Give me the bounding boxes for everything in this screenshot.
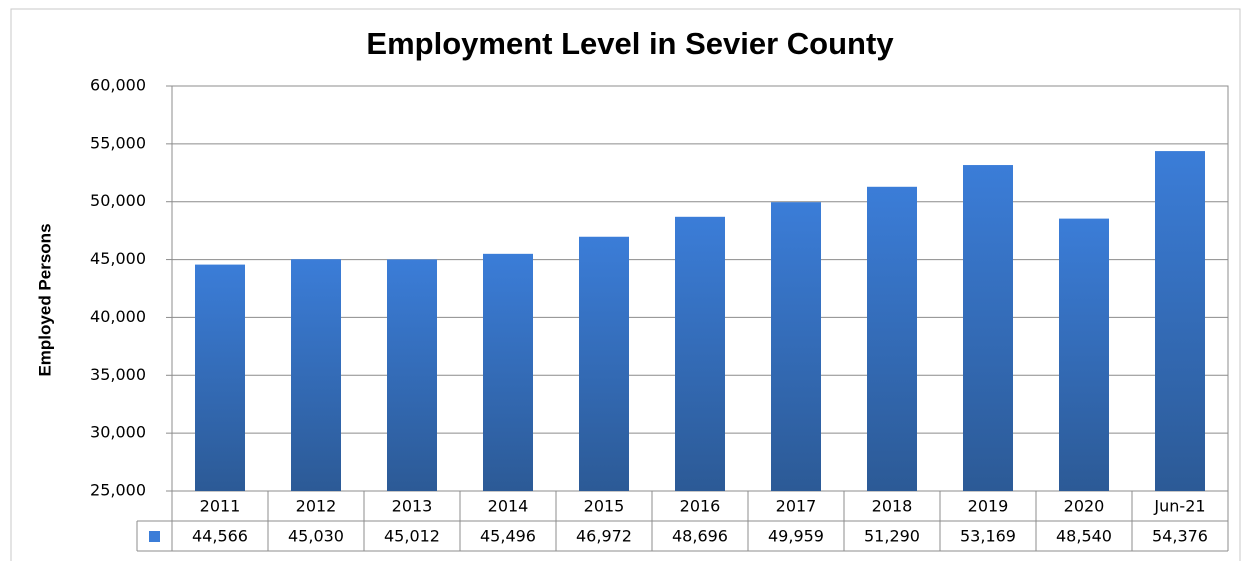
x-tick-label: 2015 — [584, 497, 625, 516]
value-label: 45,012 — [384, 527, 440, 546]
value-label: 45,030 — [288, 527, 344, 546]
legend-key — [149, 531, 160, 542]
x-tick-label: 2013 — [392, 497, 433, 516]
bar — [291, 259, 341, 491]
y-tick-label: 30,000 — [90, 423, 146, 442]
x-tick-label: Jun-21 — [1153, 497, 1205, 516]
value-label: 49,959 — [768, 527, 824, 546]
y-tick-label: 60,000 — [90, 76, 146, 95]
y-tick-label: 50,000 — [90, 191, 146, 210]
bar — [195, 264, 245, 491]
bar — [1155, 151, 1205, 492]
bar — [867, 186, 917, 491]
value-label: 53,169 — [960, 527, 1016, 546]
x-tick-label: 2016 — [680, 497, 721, 516]
bar — [1059, 218, 1109, 491]
x-tick-label: 2011 — [200, 497, 241, 516]
bar — [771, 202, 821, 491]
x-tick-label: 2017 — [776, 497, 817, 516]
bar — [579, 236, 629, 491]
x-tick-label: 2019 — [968, 497, 1009, 516]
bar — [483, 253, 533, 491]
value-label: 48,696 — [672, 527, 728, 546]
x-tick-label: 2018 — [872, 497, 913, 516]
value-label: 48,540 — [1056, 527, 1112, 546]
x-tick-label: 2012 — [296, 497, 337, 516]
bar — [387, 259, 437, 491]
value-label: 54,376 — [1152, 527, 1208, 546]
value-label: 45,496 — [480, 527, 536, 546]
value-label: 46,972 — [576, 527, 632, 546]
bar — [963, 165, 1013, 491]
bar — [675, 216, 725, 492]
y-tick-label: 45,000 — [90, 249, 146, 268]
y-axis-label: Employed Persons — [35, 223, 54, 376]
y-tick-label: 25,000 — [90, 481, 146, 500]
chart-title: Employment Level in Sevier County — [366, 26, 894, 61]
y-tick-label: 35,000 — [90, 365, 146, 384]
y-tick-label: 55,000 — [90, 133, 146, 152]
x-tick-label: 2020 — [1064, 497, 1105, 516]
value-label: 44,566 — [192, 527, 248, 546]
x-tick-label: 2014 — [488, 497, 529, 516]
value-label: 51,290 — [864, 527, 920, 546]
y-tick-label: 40,000 — [90, 307, 146, 326]
